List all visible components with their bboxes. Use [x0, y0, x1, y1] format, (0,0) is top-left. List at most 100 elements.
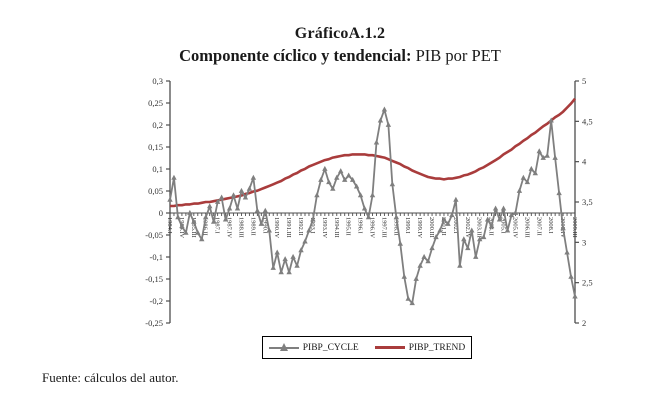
cycle-point-marker [234, 205, 241, 211]
legend-trend-label: PIBP_TREND [408, 342, 466, 353]
cycle-point-marker [548, 117, 554, 123]
cycle-point-marker [270, 264, 276, 270]
cycle-point-marker [238, 187, 245, 193]
left-axis-tick-label: -0,2 [150, 296, 163, 306]
cycle-point-marker [536, 148, 542, 154]
cycle-point-marker [342, 176, 348, 182]
cycle-point-marker [449, 212, 455, 218]
cycle-point-marker [191, 218, 197, 224]
cycle-point-marker [405, 295, 411, 301]
x-axis-label: 2001.II [440, 217, 447, 236]
x-axis-label: 1999.IV [416, 217, 423, 239]
chart-title: GráficoA.1.2 [294, 25, 386, 42]
cycle-point-marker [345, 172, 352, 178]
cycle-point-marker [409, 300, 415, 306]
cycle-point-marker [183, 229, 189, 235]
cycle-point-marker [385, 121, 392, 127]
legend-item-trend: PIBP_TREND [374, 342, 466, 353]
cycle-point-marker [421, 253, 427, 259]
cycle-point-marker [496, 216, 503, 222]
cycle-point-marker [473, 253, 479, 259]
cycle-point-marker [572, 293, 578, 299]
cycle-point-marker [322, 165, 328, 171]
cycle-point-marker [488, 223, 495, 229]
x-axis-label: 2007.II [535, 217, 542, 236]
cycle-point-marker [357, 192, 364, 198]
right-axis-tick-label: 3 [582, 237, 586, 247]
cycle-point-marker [508, 212, 515, 218]
x-axis-label: 2002.I [452, 217, 459, 234]
x-axis-label: 1990.IV [273, 217, 280, 239]
cycle-point-marker [314, 192, 320, 198]
chart-subtitle-regular: PIB por PET [411, 46, 501, 65]
cycle-point-marker [286, 269, 292, 275]
x-axis-label: 1984.I [166, 217, 173, 234]
x-axis-label: 1993.I [309, 217, 316, 234]
cycle-point-marker [484, 216, 491, 222]
x-axis-label: 1985.III [190, 217, 197, 238]
cycle-point-marker [171, 174, 177, 180]
right-axis-tick-label: 5 [582, 76, 586, 86]
cycle-point-marker [480, 234, 487, 240]
x-axis-label: 1996.I [357, 217, 364, 234]
left-axis-tick-label: -0,25 [145, 318, 163, 328]
cycle-point-marker [266, 227, 272, 233]
x-axis-label: 1994.III [333, 217, 340, 238]
left-axis-tick-label: 0,15 [148, 142, 163, 152]
cycle-line-swatch [268, 343, 299, 352]
cycle-point-marker [246, 185, 253, 191]
cycle-point-marker [334, 174, 340, 180]
cycle-point-marker [560, 225, 566, 231]
cycle-point-marker [556, 190, 562, 196]
cycle-point-marker [500, 205, 507, 211]
cycle-point-marker [262, 207, 268, 213]
cycle-point-marker [540, 154, 546, 160]
x-axis-label: 1996.IV [369, 217, 376, 239]
x-axis-label: 1993.IV [321, 217, 328, 239]
x-axis-label: 1987.I [214, 217, 221, 234]
cycle-point-marker [433, 234, 439, 240]
cycle-point-marker [532, 170, 538, 176]
cycle-point-marker [393, 214, 400, 220]
cycle-point-marker [524, 179, 531, 185]
left-axis-tick-label: 0,2 [152, 120, 163, 130]
x-axis-label: 1987.IV [226, 217, 233, 239]
left-axis-tick-label: 0,1 [152, 164, 163, 174]
cycle-point-marker [381, 106, 388, 112]
x-axis-label: 1999.I [404, 217, 411, 234]
cycle-point-marker [349, 176, 356, 182]
cycle-point-marker [175, 214, 181, 220]
cycle-point-marker [195, 229, 201, 235]
legend-cycle-label: PIBP_CYCLE [302, 342, 359, 353]
cycle-point-marker [373, 139, 380, 145]
x-axis-label: 2006.III [523, 217, 530, 238]
cycle-point-marker [492, 205, 499, 211]
x-axis-label: 1986.II [202, 217, 209, 236]
cycle-point-marker [437, 227, 443, 233]
cycle-point-marker [318, 176, 324, 182]
cycle-point-marker [330, 185, 336, 191]
cycle-point-marker [203, 214, 209, 220]
cycle-point-marker [429, 245, 435, 251]
cycle-point-marker [310, 216, 316, 222]
cycle-point-marker [520, 174, 527, 180]
left-axis-tick-label: 0 [159, 208, 163, 218]
cycle-point-marker [512, 209, 519, 215]
cycle-point-marker [242, 194, 249, 200]
cycle-point-marker [222, 216, 229, 222]
cycle-point-marker [552, 154, 558, 160]
cycle-point-marker [441, 216, 447, 222]
cycle-point-marker [369, 192, 376, 198]
cycle-point-marker [504, 227, 511, 233]
cycle-point-marker [425, 258, 431, 264]
trend-line-swatch [374, 343, 405, 352]
cycle-point-marker [564, 249, 570, 255]
cycle-point-marker [461, 236, 467, 242]
cycle-point-marker [389, 181, 396, 187]
cycle-point-marker [516, 187, 523, 193]
cycle-point-marker [274, 249, 280, 255]
trend-series-line [170, 97, 577, 208]
cycle-point-marker [278, 269, 284, 275]
cycle-point-marker [465, 245, 471, 251]
